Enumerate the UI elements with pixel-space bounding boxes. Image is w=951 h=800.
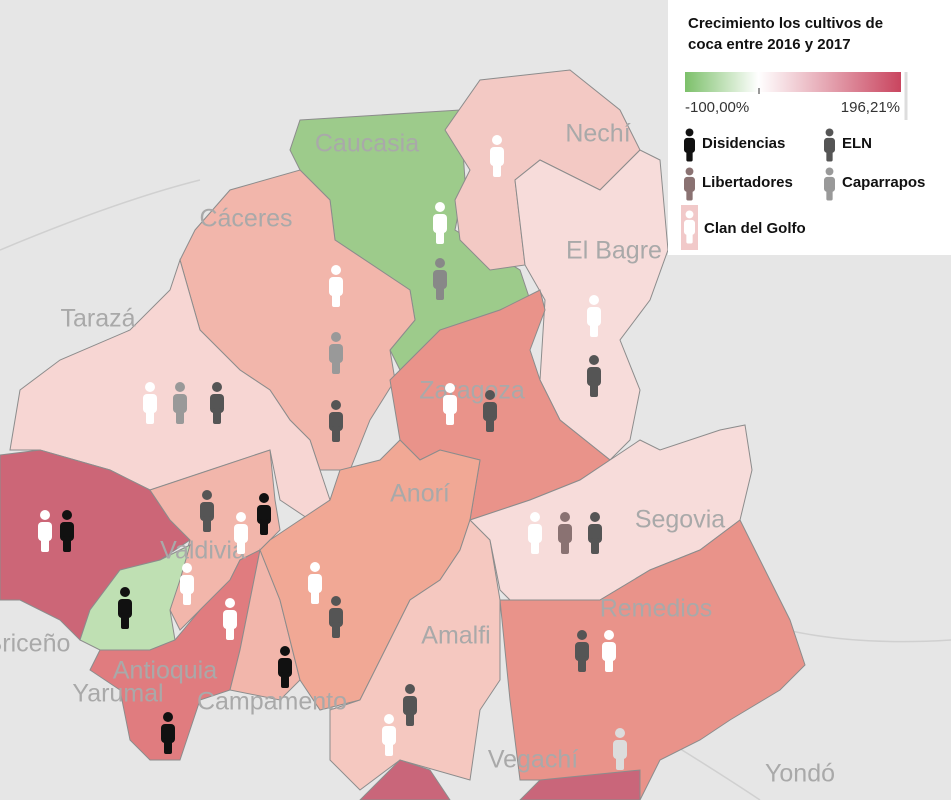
region (519, 769, 641, 800)
place-label: Yarumal (72, 680, 163, 708)
place-label: Tarazá (60, 305, 135, 333)
place-label: Valdivia (160, 537, 246, 565)
scale-min-label: -100,00% (685, 99, 749, 116)
place-label: Briceño (0, 630, 70, 658)
legend: Crecimiento los cultivos de coca entre 2… (668, 0, 951, 255)
legend-label: Libertadores (702, 174, 793, 191)
place-label: El Bagre (566, 237, 662, 265)
place-label: Campamento (197, 688, 347, 716)
legend-title: coca entre 2016 y 2017 (688, 36, 851, 53)
legend-box (668, 0, 951, 255)
region (469, 424, 753, 601)
region (514, 149, 669, 461)
place-label: Yondó (765, 760, 835, 788)
legend-label: Clan del Golfo (704, 220, 806, 237)
legend-label: ELN (842, 135, 872, 152)
place-label: Cáceres (199, 205, 292, 233)
place-label: Segovia (635, 506, 725, 534)
municipalities (0, 69, 806, 800)
legend-label: Caparrapos (842, 174, 925, 191)
region (329, 519, 501, 791)
legend-label: Disidencias (702, 135, 785, 152)
place-label: Nechí (565, 120, 630, 148)
place-label: Zaragoza (419, 377, 525, 405)
place-label: Remedios (600, 595, 713, 623)
place-label: Anorí (390, 480, 450, 508)
place-label: Vegachí (488, 746, 578, 774)
place-labels: Caucasia Nechí Cáceres El Bagre Tarazá Z… (0, 120, 835, 788)
legend-title: Crecimiento los cultivos de (688, 15, 883, 32)
scale-max-label: 196,21% (841, 99, 900, 116)
color-scale (685, 72, 901, 92)
place-label: Amalfi (421, 622, 490, 650)
place-label: Caucasia (315, 130, 419, 158)
place-label: Antioquia (113, 657, 217, 685)
region (359, 759, 451, 800)
